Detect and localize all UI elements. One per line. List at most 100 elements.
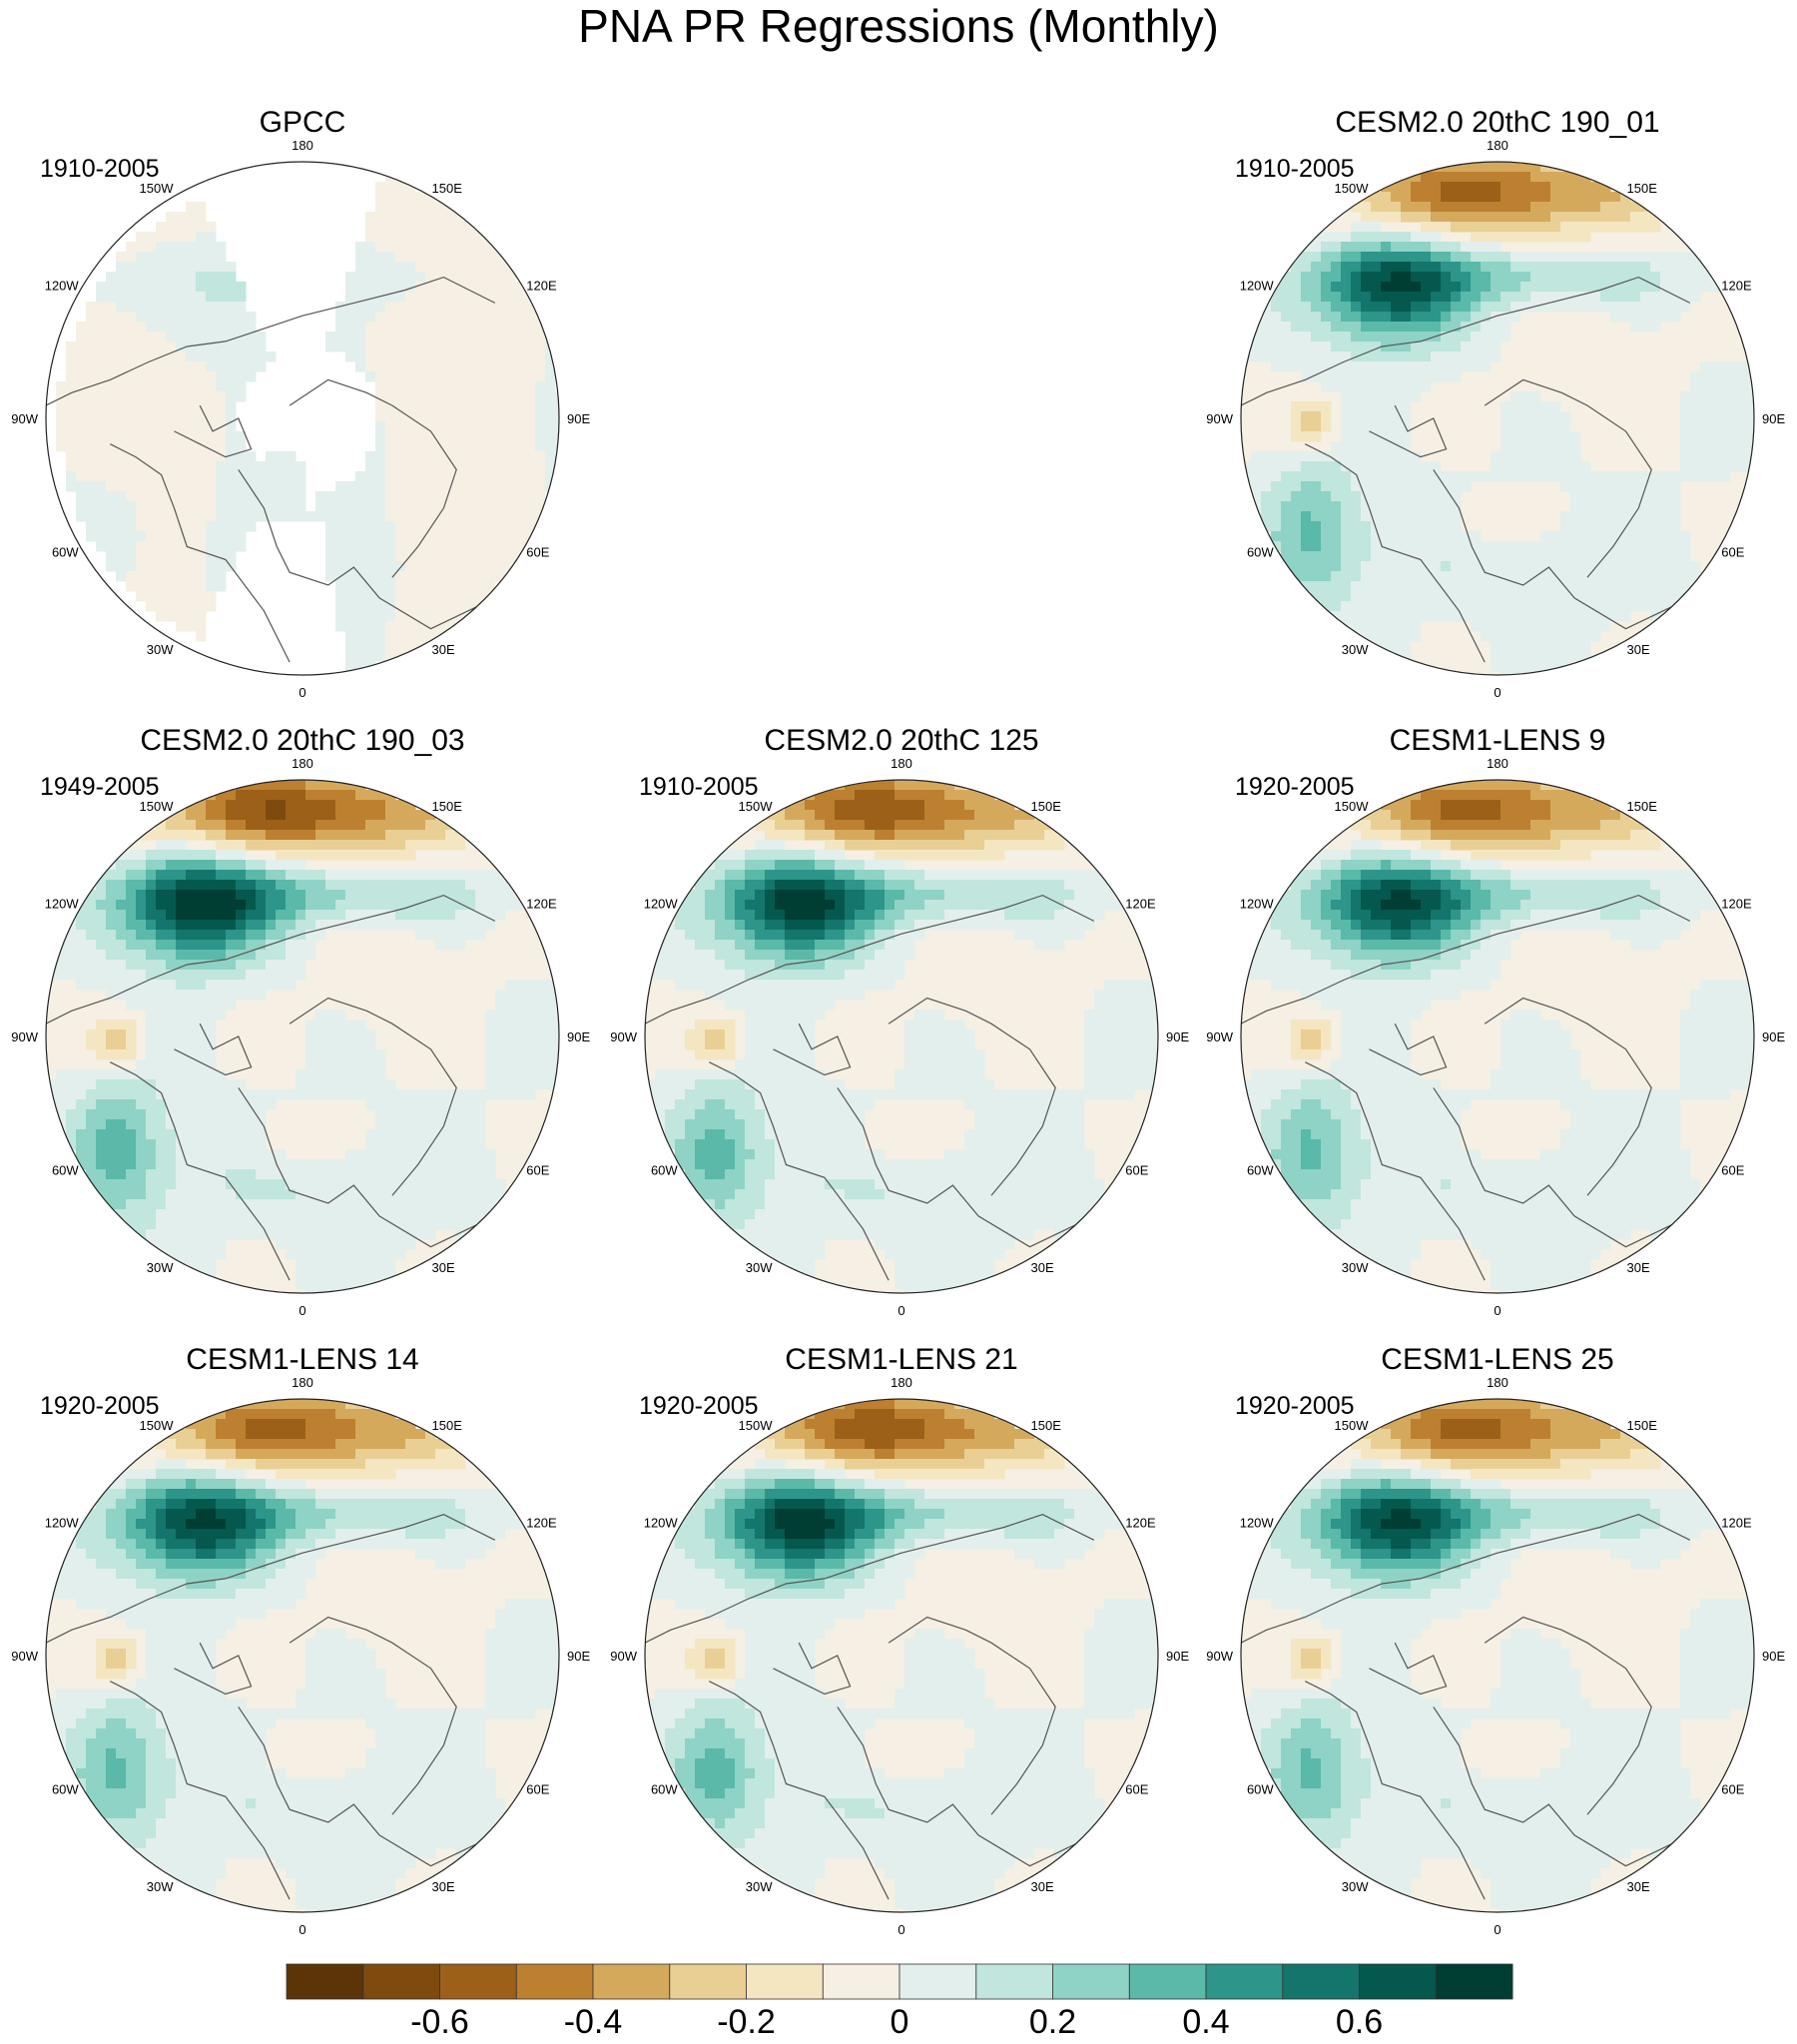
field-cell: [735, 890, 746, 901]
field-cell: [136, 980, 147, 991]
field-cell: [455, 272, 466, 283]
field-cell: [56, 1089, 67, 1100]
field-cell: [106, 461, 117, 472]
field-cell: [196, 1089, 207, 1100]
field-cell: [1530, 621, 1541, 632]
field-cell: [415, 1229, 426, 1240]
field-cell: [405, 601, 416, 612]
field-cell: [1361, 551, 1372, 562]
field-cell: [226, 461, 237, 472]
field-cell: [1690, 391, 1701, 402]
field-cell: [1660, 541, 1671, 552]
field-cell: [166, 282, 177, 293]
field-cell: [186, 441, 197, 452]
field-cell: [365, 292, 376, 303]
field-cell: [1680, 531, 1691, 542]
coastline: [289, 997, 457, 1196]
field-cell: [305, 1169, 316, 1180]
field-cell: [96, 461, 107, 472]
field-cell: [216, 1010, 227, 1021]
field-cell: [375, 222, 386, 233]
field-cell: [375, 820, 386, 831]
field-cell: [415, 531, 426, 542]
field-cell: [305, 890, 316, 901]
field-cell: [475, 391, 486, 402]
field-cell: [375, 1199, 386, 1210]
field-cell: [206, 1059, 217, 1070]
field-cell: [1650, 322, 1661, 333]
field-cell: [256, 880, 267, 891]
field-cell: [1510, 461, 1521, 472]
field-cell: [725, 850, 736, 861]
field-cell: [315, 1189, 326, 1200]
field-cell: [425, 341, 436, 352]
field-cell: [305, 880, 316, 891]
field-cell: [505, 451, 516, 462]
field-cell: [1680, 292, 1691, 303]
field-cell: [1530, 222, 1541, 233]
field-cell: [535, 341, 546, 352]
field-cell: [166, 551, 177, 562]
field-cell: [485, 351, 496, 362]
field-cell: [315, 880, 326, 891]
field-cell: [505, 421, 516, 432]
field-cell: [475, 252, 486, 263]
field-cell: [1371, 322, 1382, 333]
field-cell: [1560, 481, 1571, 492]
field-cell: [1381, 471, 1392, 482]
field-cell: [325, 341, 336, 352]
field-cell: [86, 431, 97, 442]
field-cell: [96, 511, 107, 522]
field-cell: [365, 611, 376, 622]
field-cell: [1451, 491, 1462, 502]
field-cell: [545, 1029, 556, 1040]
field-cell: [365, 900, 376, 911]
field-cell: [485, 1189, 496, 1200]
field-cell: [375, 1159, 386, 1170]
field-cell: [385, 880, 396, 891]
field-cell: [256, 790, 267, 801]
field-cell: [385, 411, 396, 422]
field-cell: [176, 1099, 187, 1110]
field-cell: [196, 212, 207, 223]
field-cell: [1321, 232, 1332, 243]
field-cell: [1550, 222, 1561, 233]
field-cell: [1580, 491, 1591, 502]
field-cell: [1371, 441, 1382, 452]
field-cell: [1381, 292, 1392, 303]
field-cell: [1311, 471, 1322, 482]
field-cell: [136, 890, 147, 901]
field-cell: [96, 1079, 107, 1090]
field-cell: [815, 820, 826, 831]
field-cell: [455, 232, 466, 243]
field-cell: [445, 611, 456, 622]
field-cell: [226, 302, 237, 313]
field-cell: [1660, 292, 1671, 303]
field-cell: [345, 1039, 356, 1050]
field-cell: [835, 840, 846, 851]
field-cell: [525, 1089, 536, 1100]
field-cell: [236, 800, 247, 811]
field-cell: [395, 1099, 406, 1110]
field-cell: [1034, 820, 1045, 831]
field-cell: [1311, 491, 1322, 502]
field-cell: [1650, 511, 1661, 522]
field-cell: [1461, 341, 1472, 352]
field-cell: [505, 312, 516, 323]
field-cell: [1451, 222, 1462, 233]
field-cell: [904, 820, 915, 831]
field-cell: [1321, 292, 1332, 303]
field-cell: [1520, 441, 1531, 452]
field-cell: [196, 411, 207, 422]
field-cell: [455, 1089, 466, 1100]
field-cell: [405, 900, 416, 911]
field-cell: [1441, 222, 1452, 233]
field-cell: [1431, 491, 1442, 502]
field-cell: [146, 471, 157, 482]
field-cell: [156, 411, 167, 422]
longitude-label: 180: [1487, 138, 1508, 153]
field-cell: [465, 381, 476, 392]
field-cell: [475, 371, 486, 382]
field-cell: [335, 1169, 346, 1180]
field-cell: [355, 521, 366, 532]
